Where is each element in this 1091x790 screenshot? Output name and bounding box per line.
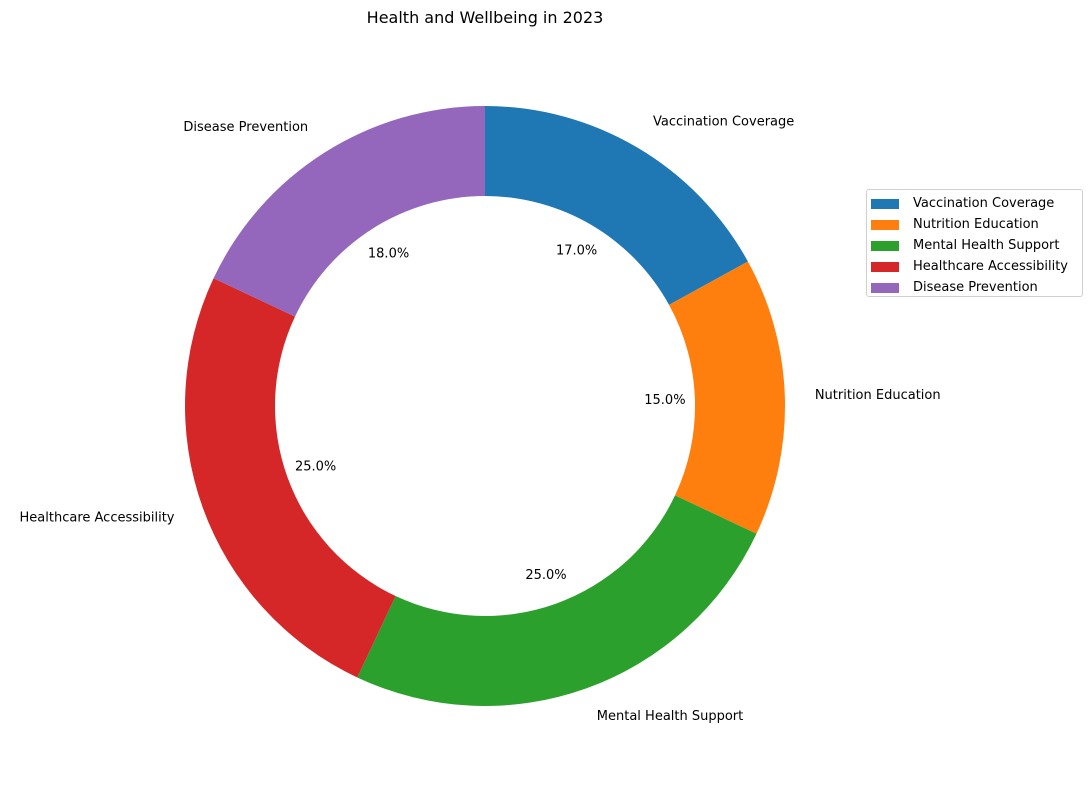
chart-title: Health and Wellbeing in 2023	[367, 8, 604, 27]
slice-label-disease-prevention: Disease Prevention	[183, 120, 308, 135]
slice-label-vaccination-coverage: Vaccination Coverage	[653, 114, 794, 129]
legend-item-vaccination-coverage: Vaccination Coverage	[871, 193, 1082, 214]
legend-label: Vaccination Coverage	[913, 196, 1054, 211]
slice-disease-prevention	[214, 106, 485, 317]
slice-healthcare-accessibility	[185, 278, 396, 677]
percent-label-nutrition-education: 15.0%	[644, 393, 685, 408]
chart-slices	[185, 106, 785, 706]
legend-item-disease-prevention: Disease Prevention	[871, 277, 1082, 298]
slice-label-healthcare-accessibility: Healthcare Accessibility	[20, 510, 175, 525]
chart-legend: Vaccination Coverage Nutrition Education M…	[866, 189, 1083, 297]
legend-label: Disease Prevention	[913, 280, 1038, 295]
legend-swatch	[871, 241, 899, 251]
legend-label: Healthcare Accessibility	[913, 259, 1068, 274]
legend-label: Nutrition Education	[913, 217, 1039, 232]
legend-swatch	[871, 199, 899, 209]
legend-item-nutrition-education: Nutrition Education	[871, 214, 1082, 235]
slice-label-nutrition-education: Nutrition Education	[815, 388, 941, 403]
slice-label-mental-health-support: Mental Health Support	[597, 709, 743, 724]
percent-label-disease-prevention: 18.0%	[368, 247, 409, 262]
legend-swatch	[871, 220, 899, 230]
percent-label-mental-health-support: 25.0%	[525, 568, 566, 583]
slice-nutrition-education	[669, 261, 785, 533]
percent-label-healthcare-accessibility: 25.0%	[295, 459, 336, 474]
legend-label: Mental Health Support	[913, 238, 1059, 253]
slice-vaccination-coverage	[485, 106, 748, 305]
percent-label-vaccination-coverage: 17.0%	[556, 244, 597, 259]
legend-item-healthcare-accessibility: Healthcare Accessibility	[871, 256, 1082, 277]
slice-mental-health-support	[357, 495, 756, 706]
legend-swatch	[871, 283, 899, 293]
legend-item-mental-health-support: Mental Health Support	[871, 235, 1082, 256]
legend-swatch	[871, 262, 899, 272]
